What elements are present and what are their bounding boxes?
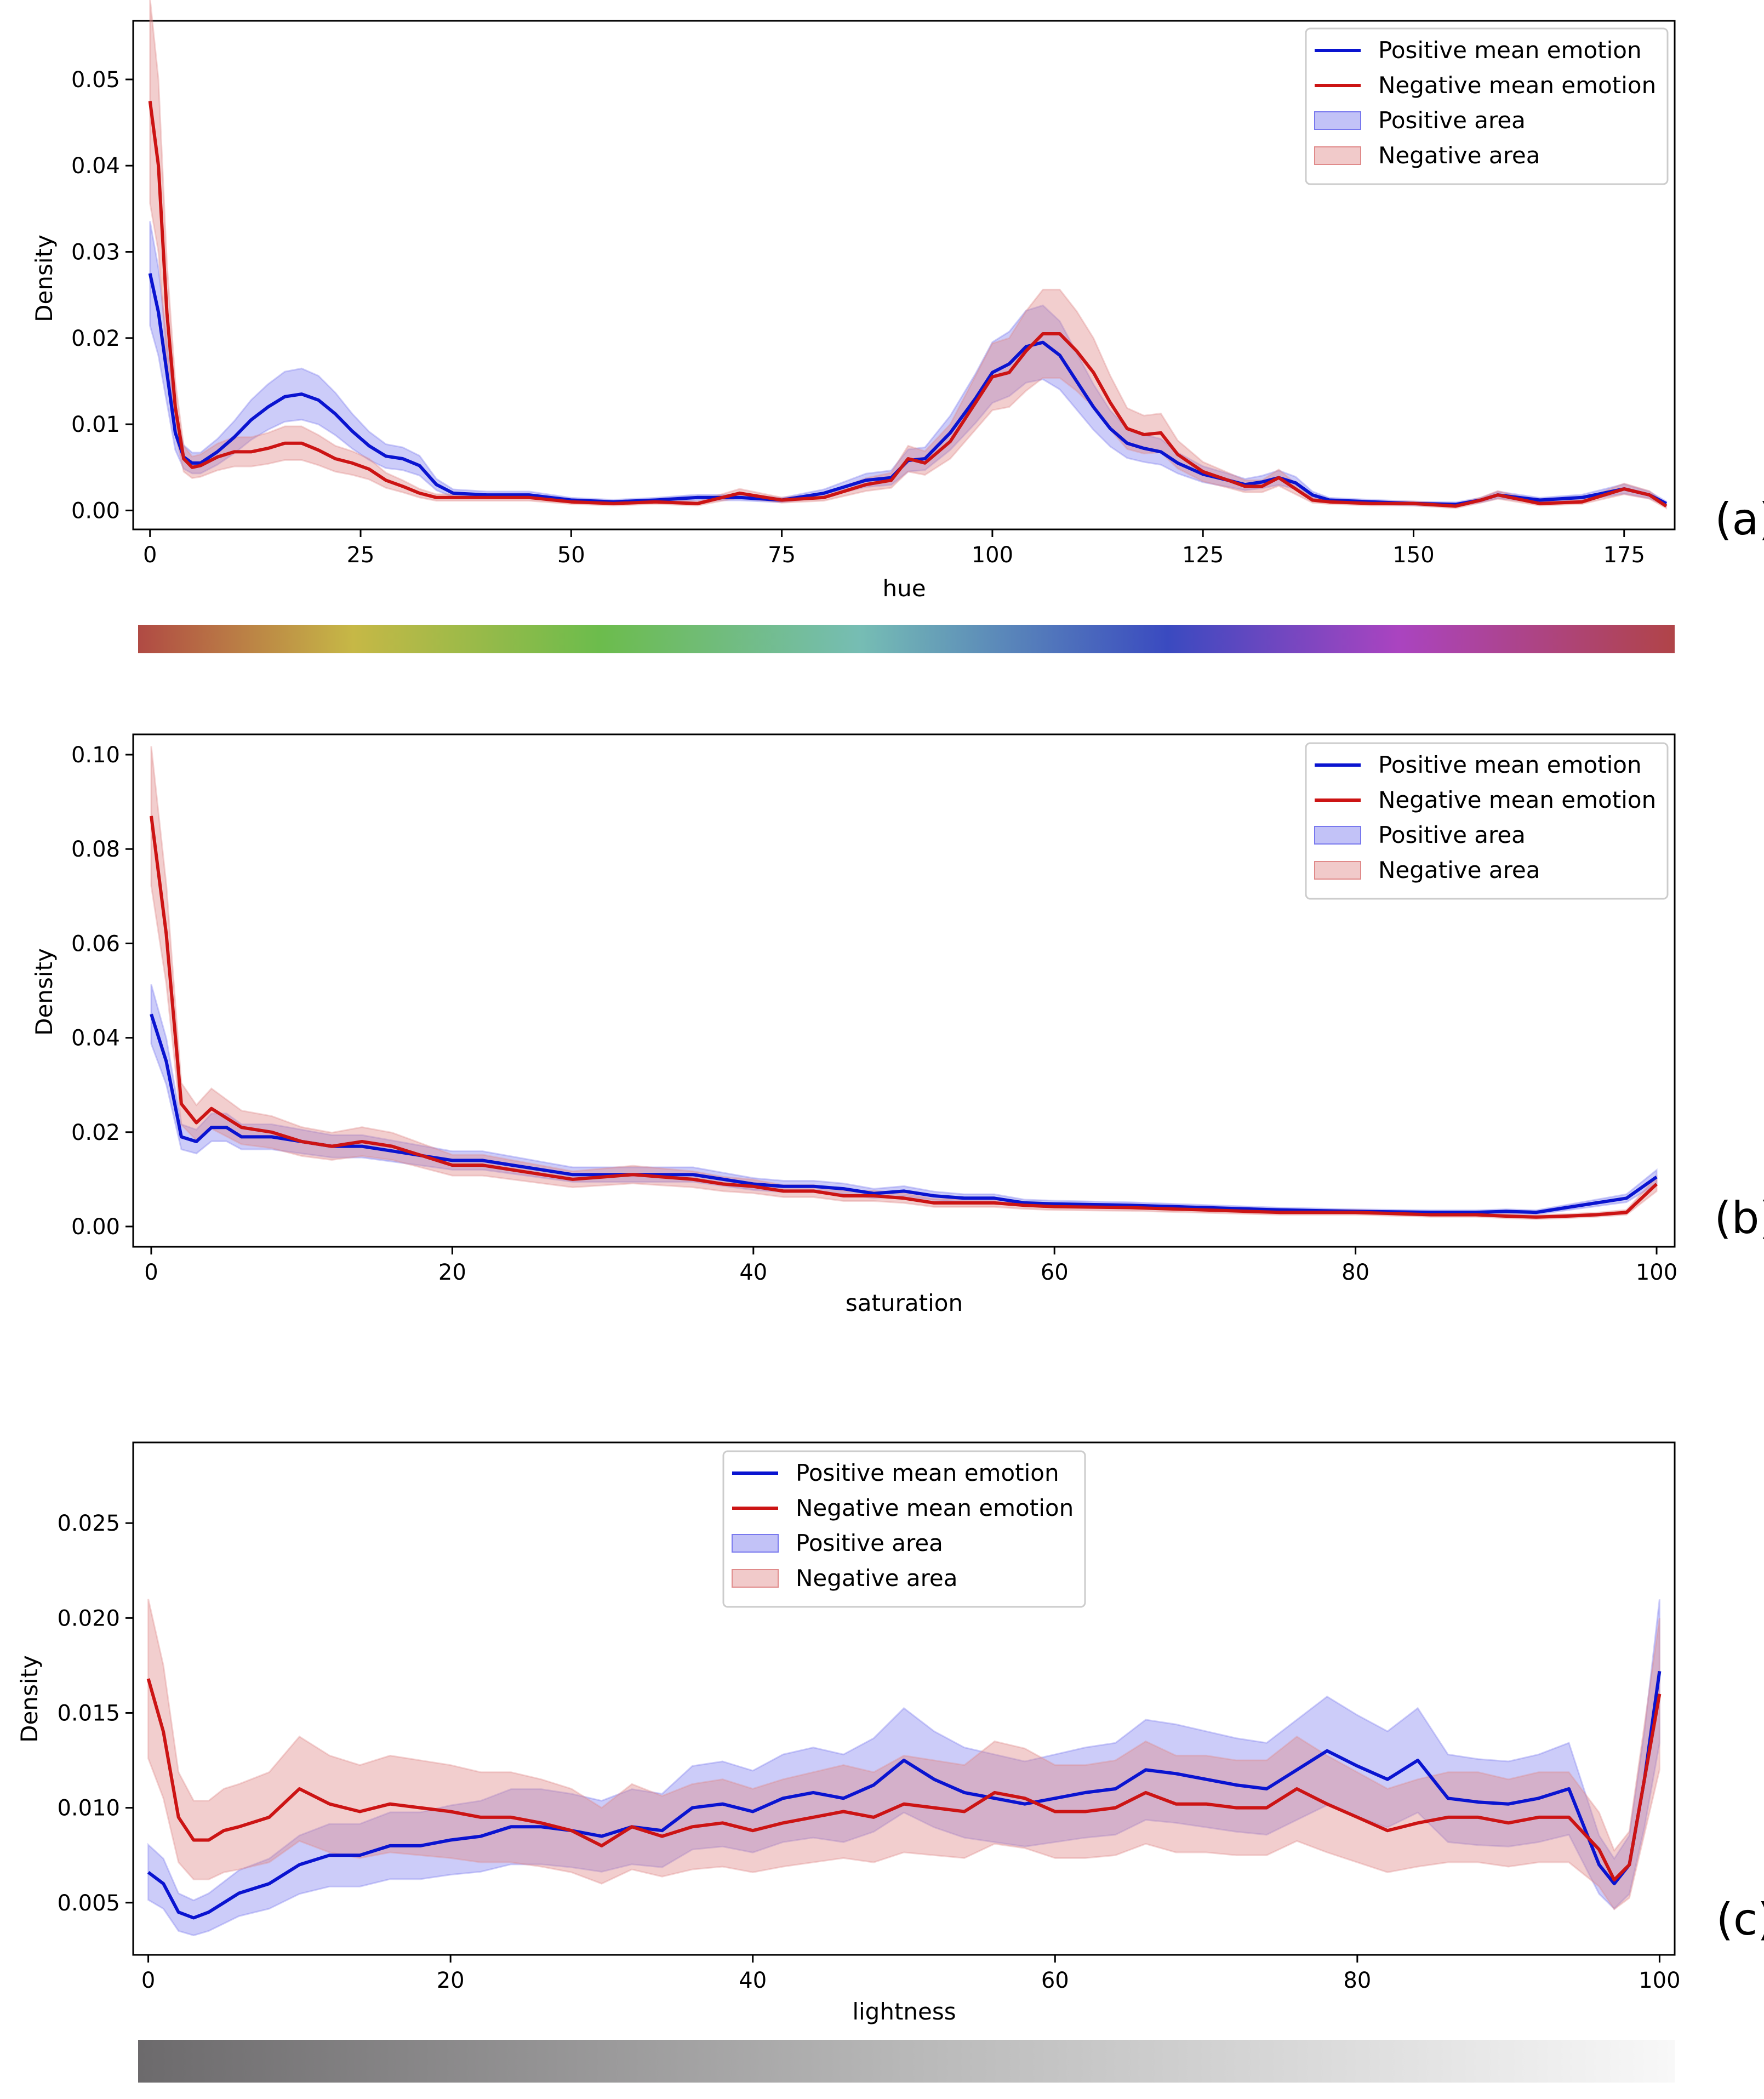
legend-label: Positive mean emotion [1378, 751, 1642, 778]
negative-area-band [147, 1599, 1660, 1911]
x-tick-label: 80 [1341, 1260, 1369, 1285]
x-tick-label: 80 [1343, 1968, 1371, 1993]
y-tick-label: 0.020 [57, 1606, 120, 1631]
y-axis-label: Density [31, 235, 58, 322]
x-tick-label: 0 [143, 543, 157, 568]
legend-label: Negative mean emotion [1378, 72, 1656, 99]
y-tick-label: 0.10 [71, 743, 120, 768]
legend: Positive mean emotion Negative mean emoti… [1305, 742, 1669, 900]
legend-patch-swatch [1314, 111, 1361, 130]
y-tick-label: 0.04 [71, 1026, 120, 1051]
y-tick-label: 0.025 [57, 1511, 120, 1536]
legend-patch-swatch [732, 1569, 779, 1588]
x-tick-label: 125 [1182, 543, 1224, 568]
y-tick-label: 0.08 [71, 837, 120, 862]
plot-frame [132, 20, 1676, 531]
x-ticks: 0 20 40 60 80 100 [141, 1955, 1681, 1993]
x-tick-label: 60 [1041, 1260, 1069, 1285]
y-ticks: 0.00 0.02 0.04 0.06 0.08 0.10 [71, 743, 133, 1240]
confidence-areas [147, 1599, 1660, 1937]
x-axis-label: saturation [846, 1290, 963, 1316]
y-tick-label: 0.015 [57, 1701, 120, 1726]
legend-label: Negative area [1378, 142, 1540, 169]
y-ticks: 0.005 0.010 0.015 0.020 0.025 [57, 1511, 133, 1916]
lightness-colorbar [138, 2040, 1675, 2083]
x-tick-label: 20 [438, 1260, 466, 1285]
x-tick-label: 40 [739, 1968, 767, 1993]
x-ticks: 0 20 40 60 80 100 [144, 1247, 1677, 1285]
legend-patch-swatch [1314, 146, 1361, 165]
positive-area-band [147, 1599, 1660, 1937]
x-tick-label: 20 [437, 1968, 465, 1993]
y-axis-label: Density [31, 948, 58, 1036]
legend-label: Positive area [1378, 822, 1526, 848]
x-tick-label: 25 [347, 543, 375, 568]
y-tick-label: 0.02 [71, 1120, 120, 1145]
hue-colorbar [138, 625, 1675, 653]
y-tick-label: 0.05 [71, 67, 120, 93]
mean-lines [148, 100, 1668, 508]
panel-label: (b) [1714, 1193, 1764, 1244]
legend-label: Positive area [796, 1530, 943, 1556]
x-tick-label: 100 [1636, 1260, 1677, 1285]
panel-label: (c) [1716, 1894, 1764, 1945]
legend: Positive mean emotion Negative mean emoti… [1305, 27, 1669, 185]
legend-box [722, 1450, 1086, 1608]
x-tick-label: 0 [144, 1260, 158, 1285]
legend: Positive mean emotion Negative mean emoti… [722, 1450, 1086, 1608]
legend-box [1305, 742, 1669, 900]
x-tick-label: 100 [1639, 1968, 1680, 1993]
mean-lines [150, 815, 1658, 1219]
x-tick-label: 0 [141, 1968, 155, 1993]
x-tick-label: 175 [1603, 543, 1645, 568]
x-tick-label: 40 [739, 1260, 767, 1285]
legend-patch-swatch [1314, 826, 1361, 845]
legend-label: Negative area [796, 1565, 958, 1592]
positive-area-band [150, 984, 1658, 1216]
negative-area-band [150, 746, 1658, 1220]
saturation-chart: 0 20 40 60 80 100 0.00 0.02 0.04 0.06 0.08 0.10 sa… [31, 733, 1764, 1316]
y-tick-label: 0.04 [71, 153, 120, 179]
panel-label: (a) [1715, 494, 1764, 545]
negative-mean-line [146, 1678, 1662, 1882]
y-tick-label: 0.00 [71, 498, 120, 523]
x-tick-label: 75 [768, 543, 796, 568]
y-tick-label: 0.06 [71, 931, 120, 956]
plot-frame [132, 733, 1676, 1248]
legend-patch-swatch [732, 1534, 779, 1553]
legend-label: Positive area [1378, 107, 1526, 134]
y-tick-label: 0.005 [57, 1891, 120, 1916]
legend-label: Positive mean emotion [796, 1459, 1059, 1486]
hue-chart: 0 25 50 75 100 125 150 175 0.00 0.01 0.02 0.03 0.04… [31, 0, 1764, 602]
x-tick-label: 100 [972, 543, 1013, 568]
negative-mean-line [150, 815, 1658, 1219]
y-ticks: 0.00 0.01 0.02 0.03 0.04 0.05 [71, 67, 133, 523]
y-tick-label: 0.03 [71, 240, 120, 265]
confidence-areas [150, 746, 1658, 1220]
y-axis-label: Density [16, 1655, 43, 1743]
positive-mean-line [150, 1013, 1658, 1214]
y-tick-label: 0.01 [71, 412, 120, 437]
x-axis-label: hue [882, 575, 926, 602]
legend-label: Negative mean emotion [1378, 786, 1656, 813]
x-axis-label: lightness [852, 1998, 956, 2025]
mean-lines [146, 1670, 1662, 1920]
lightness-chart: 0 20 40 60 80 100 0.005 0.010 0.015 0.020 0.025 l… [16, 1441, 1764, 2025]
y-tick-label: 0.02 [71, 326, 120, 351]
legend-label: Negative mean emotion [796, 1495, 1074, 1521]
legend-patch-swatch [1314, 861, 1361, 880]
negative-mean-line [148, 100, 1668, 508]
x-tick-label: 60 [1041, 1968, 1069, 1993]
x-tick-label: 50 [557, 543, 585, 568]
x-ticks: 0 25 50 75 100 125 150 175 [143, 529, 1645, 568]
y-tick-label: 0.010 [57, 1796, 120, 1821]
x-tick-label: 150 [1392, 543, 1434, 568]
y-tick-label: 0.00 [71, 1214, 120, 1240]
legend-label: Positive mean emotion [1378, 37, 1642, 64]
plot-frame [132, 1441, 1676, 1956]
legend-label: Negative area [1378, 857, 1540, 883]
positive-mean-line [147, 1670, 1662, 1920]
legend-box [1305, 27, 1669, 185]
